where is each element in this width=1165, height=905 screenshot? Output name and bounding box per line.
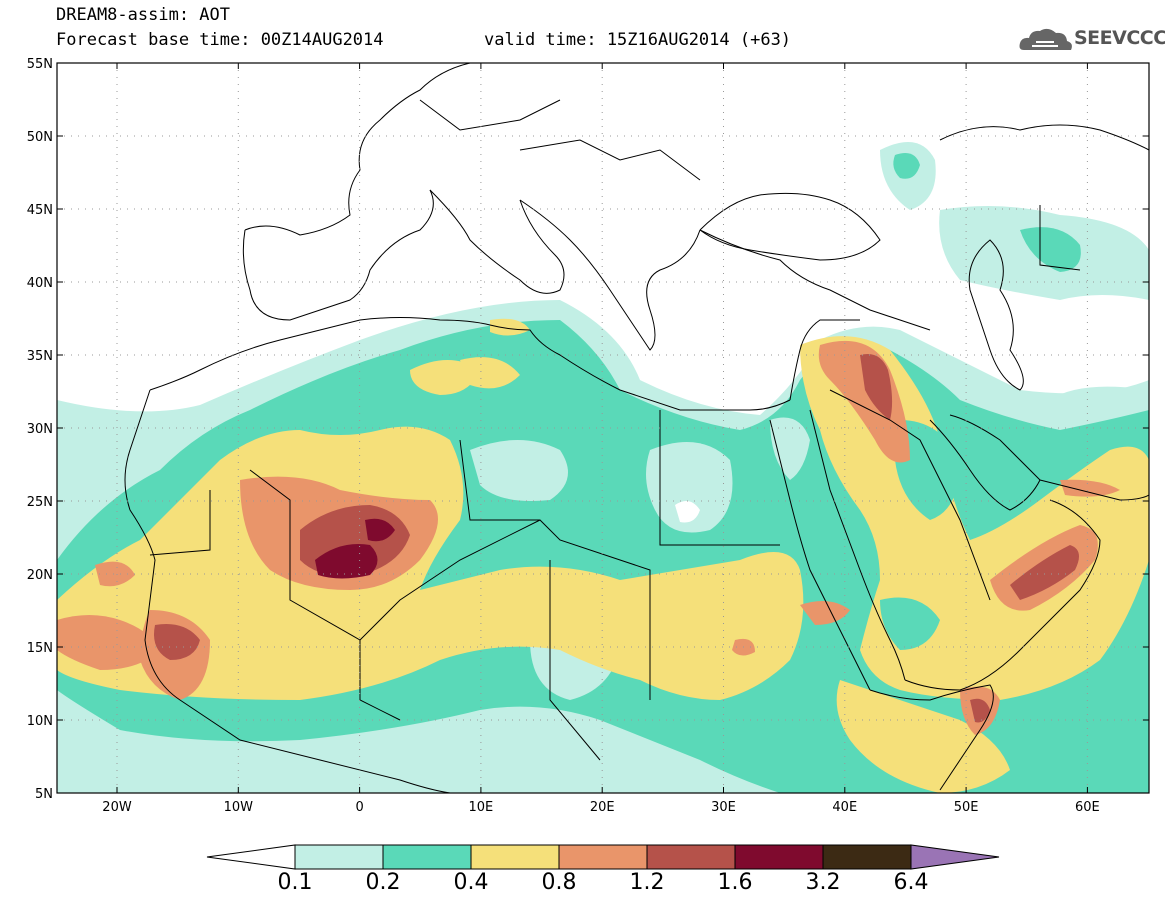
colorbar-label: 0.8: [541, 870, 577, 895]
logo-text: SEEVCCC: [1074, 27, 1165, 49]
map-title: DREAM8-assim: AOT: [56, 5, 230, 25]
lat-label: 30N: [27, 422, 53, 437]
lat-label: 50N: [27, 130, 53, 145]
lon-label: 10E: [469, 800, 494, 815]
colorbar-swatch: [646, 844, 736, 870]
lat-label: 25N: [27, 495, 53, 510]
lon-label: 0: [355, 800, 363, 815]
colorbar-underflow: [206, 844, 296, 870]
colorbar-swatch: [734, 844, 824, 870]
lon-label: 60E: [1075, 800, 1100, 815]
lat-label: 10N: [27, 714, 53, 729]
valid-time: valid time: 15Z16AUG2014 (+63): [484, 30, 792, 50]
lat-label: 40N: [27, 276, 53, 291]
colorbar-label: 6.4: [893, 870, 929, 895]
colorbar-label: 0.4: [453, 870, 489, 895]
colorbar-swatch: [822, 844, 912, 870]
colorbar-label: 1.6: [717, 870, 753, 895]
colorbar-swatch: [294, 844, 384, 870]
lat-label: 35N: [27, 349, 53, 364]
colorbar: [206, 844, 1000, 870]
longitude-labels: 20W 10W 0 10E 20E 30E 40E 50E 60E: [102, 63, 1100, 815]
colorbar-swatch: [382, 844, 472, 870]
aot-band-1.6: [315, 544, 378, 579]
lon-label: 30E: [711, 800, 736, 815]
lat-label: 15N: [27, 641, 53, 656]
lon-label: 40E: [832, 800, 857, 815]
latitude-labels: 55N 50N 45N 40N 35N 30N 25N 20N 15N 10N 5N: [27, 57, 1149, 802]
graticule: [57, 63, 1149, 793]
lon-label: 20W: [102, 800, 132, 815]
colorbar-label: 0.2: [365, 870, 401, 895]
lon-label: 50E: [954, 800, 979, 815]
cloud-logo-icon: [1019, 28, 1072, 50]
colorbar-swatch: [558, 844, 648, 870]
colorbar-label: 1.2: [629, 870, 665, 895]
aot-field: [57, 142, 1149, 793]
forecast-base-time: Forecast base time: 00Z14AUG2014: [56, 30, 384, 50]
colorbar-overflow: [910, 844, 1000, 870]
lat-label: 55N: [27, 57, 53, 72]
lat-label: 5N: [35, 787, 53, 802]
coastlines: [124, 63, 1149, 793]
colorbar-label: 0.1: [277, 870, 313, 895]
colorbar-swatch: [470, 844, 560, 870]
lon-label: 10W: [224, 800, 254, 815]
lat-label: 45N: [27, 203, 53, 218]
colorbar-label: 3.2: [805, 870, 841, 895]
lon-label: 20E: [590, 800, 615, 815]
lat-label: 20N: [27, 568, 53, 583]
